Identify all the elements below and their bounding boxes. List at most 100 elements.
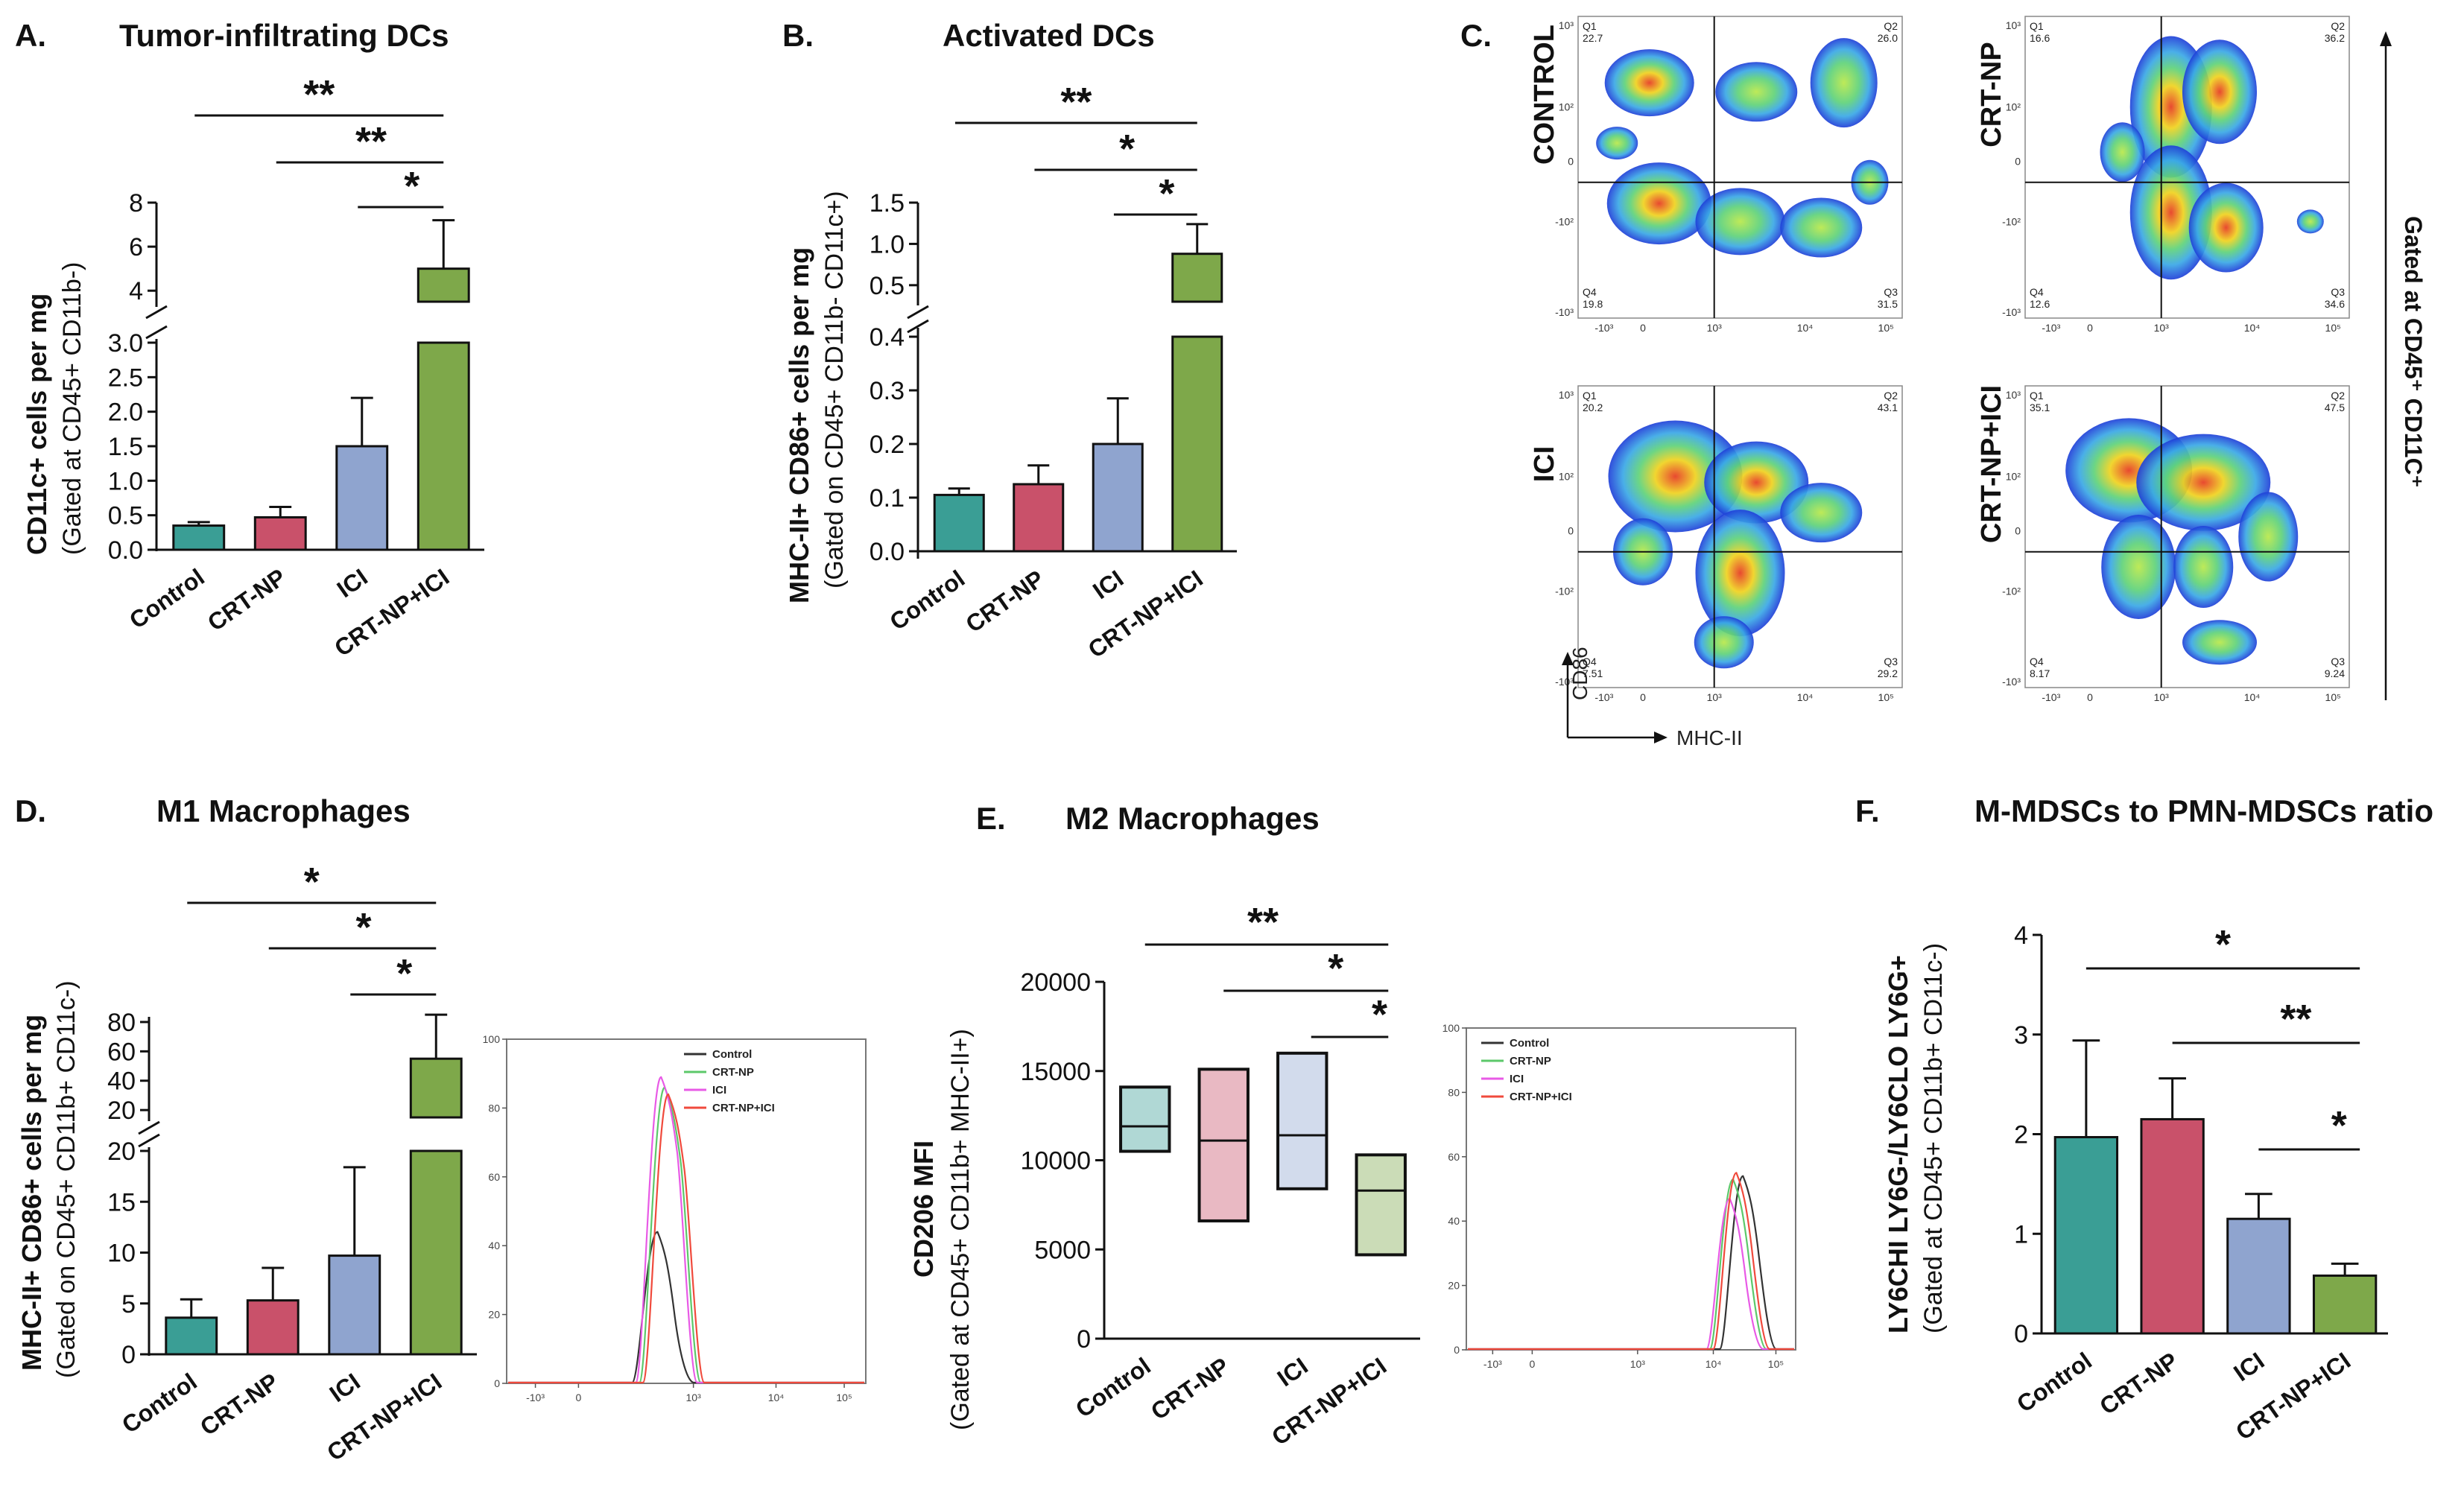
panel-f-y-label: LY6CHI LY6G-/LY6CLO LY6G+: [1883, 955, 1913, 1333]
e-hist-x-tick-label: 10⁴: [1706, 1358, 1722, 1370]
e-hist-series-control: [1468, 1175, 1794, 1351]
quadrant-q3-value: 34.6: [2325, 298, 2345, 310]
density-region: [1780, 197, 1863, 258]
panel-f-label: F.: [1855, 793, 1880, 828]
density-region: [1606, 162, 1711, 245]
density-region: [2101, 515, 2176, 619]
panel-f-title: M-MDSCs to PMN-MDSCs ratio: [1974, 793, 2433, 828]
e-hist-series-crt-np+ici: [1468, 1172, 1794, 1351]
d-hist-y-tick-label: 0: [494, 1377, 500, 1389]
panel-a-lower-tick-label: 2.5: [108, 364, 143, 392]
flow-x-tick-label: -10³: [2042, 691, 2060, 703]
significance-stars: *: [1159, 171, 1174, 216]
significance-stars: *: [2331, 1103, 2347, 1148]
density-region: [1694, 616, 1754, 669]
panel-d-lower-tick-label: 20: [107, 1138, 136, 1166]
panel-e-significance: ****: [1144, 900, 1389, 1038]
panel-a-significance: *****: [194, 72, 444, 209]
e-hist-series-ici: [1468, 1197, 1794, 1351]
density-region: [2100, 122, 2145, 183]
panel-b-lower-tick-label: 0.4: [870, 323, 905, 352]
panel-d-label: D.: [15, 793, 46, 828]
panel-d-title: M1 Macrophages: [156, 793, 411, 828]
flow-y-tick-label: -10³: [2002, 676, 2021, 688]
bar-lower-segment: [1171, 335, 1223, 553]
significance-stars: *: [404, 164, 419, 209]
d-hist-y-tick-label: 40: [488, 1240, 500, 1251]
d-hist-legend-label: Control: [712, 1048, 752, 1061]
significance-stars: **: [303, 72, 335, 117]
panel-d-y-label: MHC-II+ CD86+ cells per mg: [16, 1015, 47, 1371]
e-hist-frame: [1466, 1027, 1796, 1351]
bar-ici: [328, 1254, 381, 1356]
e-hist-y-tick-label: 20: [1448, 1280, 1460, 1292]
e-hist-x-tick-label: -10³: [1483, 1358, 1502, 1370]
density-region: [1604, 49, 1694, 117]
quadrant-q4-value: 19.8: [1583, 298, 1603, 310]
e-hist-x-tick-label: 10⁵: [1768, 1358, 1784, 1370]
flow-x-tick-label: 0: [2087, 691, 2093, 703]
panel-a-upper-ticks: 4 6 8: [129, 189, 168, 320]
bar-crt-np+ici: [2312, 1274, 2378, 1335]
significance-stars: **: [1060, 80, 1092, 124]
panel-b-upper-tick-label: 1.0: [870, 230, 905, 258]
flow-x-tick-label: 10⁵: [2325, 322, 2341, 334]
panel-c-side-label: Gated at CD45⁺ CD11C⁺: [2400, 216, 2427, 488]
panel-d-upper-tick-label: 80: [107, 1009, 136, 1037]
flow-group-label: CONTROL: [1529, 25, 1560, 165]
panel-f-tick-label: 1: [2014, 1220, 2028, 1249]
bar-crt-np: [253, 515, 307, 551]
axis-break-mark: [145, 325, 168, 340]
panel-b-bars: [918, 223, 1237, 553]
significance-stars: *: [396, 951, 412, 996]
quadrant-q2-label: Q2: [1884, 390, 1898, 402]
panel-a-upper-tick-label: 4: [129, 277, 143, 305]
flow-x-tick-label: 0: [2087, 322, 2093, 334]
flow-y-tick-label: -10²: [1555, 215, 1574, 227]
significance-stars: *: [1119, 127, 1135, 171]
flow-x-tick-label: 0: [1640, 322, 1646, 334]
e-hist-legend-label: CRT-NP+ICI: [1510, 1091, 1572, 1103]
density-region: [1695, 510, 1785, 637]
panel-a-lower-tick-label: 2.0: [108, 399, 143, 427]
category-label: ICI: [2229, 1347, 2269, 1386]
significance-stars: *: [1372, 992, 1387, 1037]
flow-x-tick-label: 10⁵: [1878, 691, 1894, 703]
d-hist-legend-label: ICI: [712, 1084, 726, 1097]
panel-e-tick-label: 15000: [1020, 1058, 1091, 1086]
panel-e-label: E.: [976, 801, 1006, 836]
quadrant-q3-label: Q3: [2331, 656, 2345, 667]
flow-y-tick-label: 10³: [2006, 19, 2021, 31]
quadrant-q2-label: Q2: [2331, 390, 2345, 402]
panel-b-lower-ticks: 0.0 0.1 0.2 0.3 0.4: [870, 319, 929, 566]
flow-x-tick-label: 10⁵: [2325, 691, 2341, 703]
flow-y-tick-label: -10³: [1555, 676, 1574, 688]
bar-control: [933, 493, 985, 553]
panel-e-tick-label: 20000: [1020, 968, 1091, 997]
panel-d-lower-tick-label: 0: [121, 1341, 136, 1369]
flow-y-tick-label: 10³: [1559, 19, 1574, 31]
quadrant-q3-value: 9.24: [2325, 667, 2345, 679]
quadrant-q3-value: 29.2: [1878, 667, 1898, 679]
panel-a: A. Tumor-infiltrating DCs 0.0 0.5 1.0 1.5 2.…: [15, 18, 484, 662]
category-label: CRT-NP: [1146, 1352, 1234, 1425]
bar-control: [172, 524, 226, 551]
box-crt-np: [1197, 1067, 1250, 1222]
axis-break-mark: [907, 319, 929, 334]
flow-x-tick-label: 0: [1640, 691, 1646, 703]
bar-upper-segment: [1171, 253, 1223, 303]
panel-f: F. M-MDSCs to PMN-MDSCs ratio 0 1 2 3 4 LY6C…: [1855, 793, 2433, 1445]
flow-y-tick-label: -10²: [1555, 585, 1574, 597]
panel-a-label: A.: [15, 18, 46, 53]
flow-y-tick-label: 0: [1568, 155, 1574, 167]
panel-a-bars: [156, 219, 484, 551]
d-hist-x-tick-label: 10⁵: [836, 1392, 852, 1403]
d-hist-y-tick-label: 80: [488, 1102, 500, 1114]
d-hist-legend-label: CRT-NP: [712, 1066, 754, 1079]
d-hist-x-tick-label: -10³: [526, 1392, 545, 1403]
flow-x-tick-label: 10³: [2154, 322, 2170, 334]
panel-d-bars: [149, 1013, 477, 1356]
